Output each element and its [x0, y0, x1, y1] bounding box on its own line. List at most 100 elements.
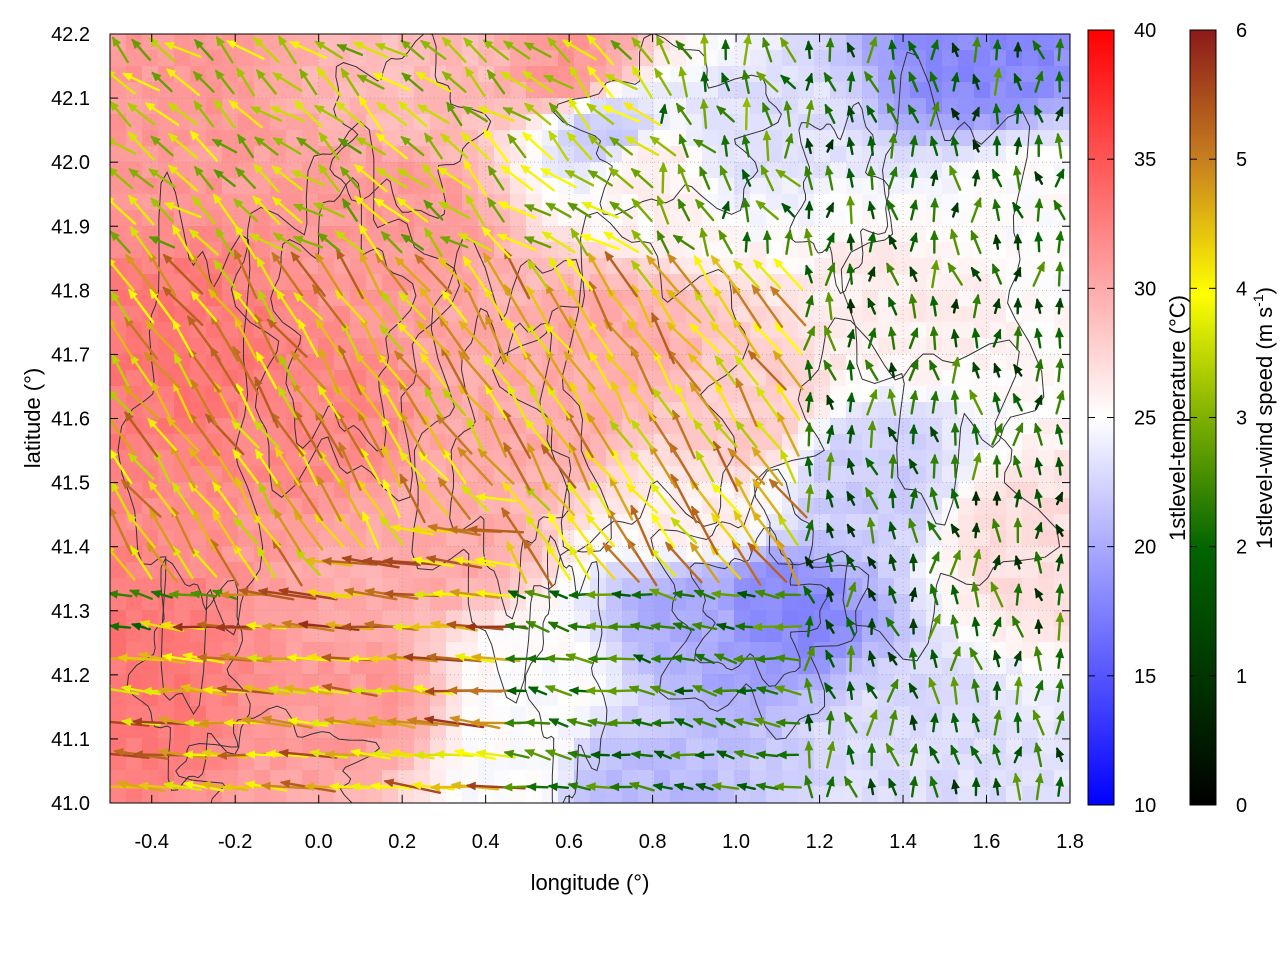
- heatmap-cell: [174, 434, 191, 451]
- heatmap-cell: [494, 546, 511, 563]
- heatmap-cell: [830, 146, 847, 163]
- heatmap-cell: [366, 210, 383, 227]
- heatmap-cell: [878, 530, 895, 547]
- heatmap-cell: [606, 770, 623, 787]
- heatmap-cell: [126, 82, 143, 99]
- heatmap-cell: [414, 562, 431, 579]
- heatmap-cell: [510, 34, 527, 51]
- heatmap-cell: [318, 210, 335, 227]
- heatmap-cell: [830, 322, 847, 339]
- heatmap-cell: [926, 418, 943, 435]
- heatmap-cell: [750, 402, 767, 419]
- heatmap-cell: [862, 146, 879, 163]
- heatmap-cell: [782, 370, 799, 387]
- heatmap-cell: [510, 770, 527, 787]
- heatmap-cell: [846, 178, 863, 195]
- heatmap-cell: [830, 178, 847, 195]
- heatmap-cell: [654, 370, 671, 387]
- x-tick-label: 1.0: [722, 831, 750, 853]
- heatmap-cell: [686, 210, 703, 227]
- heatmap-cell: [750, 130, 767, 147]
- heatmap-cell: [414, 370, 431, 387]
- heatmap-cell: [494, 562, 511, 579]
- heatmap-cell: [1022, 722, 1039, 739]
- heatmap-cell: [894, 66, 911, 83]
- heatmap-cell: [526, 338, 543, 355]
- heatmap-cell: [1006, 162, 1023, 179]
- heatmap-cell: [286, 162, 303, 179]
- heatmap-cell: [270, 50, 287, 67]
- heatmap-cell: [1022, 146, 1039, 163]
- heatmap-cell: [606, 274, 623, 291]
- heatmap-cell: [382, 530, 399, 547]
- heatmap-cell: [1038, 98, 1055, 115]
- heatmap-cell: [814, 306, 831, 323]
- heatmap-cell: [958, 290, 975, 307]
- heatmap-cell: [846, 210, 863, 227]
- heatmap-cell: [830, 194, 847, 211]
- heatmap-cell: [702, 450, 719, 467]
- heatmap-cell: [830, 594, 847, 611]
- heatmap-cell: [142, 434, 159, 451]
- heatmap-cell: [750, 178, 767, 195]
- heatmap-cell: [1038, 322, 1055, 339]
- heatmap-cell: [862, 626, 879, 643]
- heatmap-cell: [814, 514, 831, 531]
- heatmap-cell: [894, 386, 911, 403]
- heatmap-cell: [990, 722, 1007, 739]
- heatmap-cell: [462, 178, 479, 195]
- heatmap-cell: [638, 354, 655, 371]
- heatmap-cell: [686, 146, 703, 163]
- heatmap-cell: [670, 530, 687, 547]
- heatmap-cell: [910, 306, 927, 323]
- heatmap-cell: [190, 402, 207, 419]
- heatmap-cell: [622, 354, 639, 371]
- heatmap-cell: [574, 482, 591, 499]
- heatmap-cell: [894, 498, 911, 515]
- heatmap-cell: [494, 642, 511, 659]
- heatmap-cell: [1022, 242, 1039, 259]
- heatmap-cell: [142, 370, 159, 387]
- heatmap-cell: [782, 610, 799, 627]
- heatmap-cell: [110, 578, 127, 595]
- heatmap-cell: [814, 194, 831, 211]
- heatmap-cell: [766, 658, 783, 675]
- heatmap-cell: [334, 642, 351, 659]
- heatmap-cell: [302, 210, 319, 227]
- heatmap-cell: [1006, 626, 1023, 643]
- heatmap-cell: [222, 802, 239, 803]
- heatmap-cell: [222, 322, 239, 339]
- heatmap-cell: [910, 498, 927, 515]
- heatmap-cell: [862, 530, 879, 547]
- heatmap-cell: [798, 802, 815, 803]
- heatmap-cell: [1038, 418, 1055, 435]
- heatmap-cell: [270, 178, 287, 195]
- heatmap-cell: [110, 194, 127, 211]
- heatmap-cell: [654, 450, 671, 467]
- heatmap-cell: [574, 642, 591, 659]
- heatmap-cell: [158, 226, 175, 243]
- heatmap-cell: [494, 514, 511, 531]
- heatmap-cell: [174, 450, 191, 467]
- heatmap-cell: [1038, 738, 1055, 755]
- heatmap-cell: [958, 274, 975, 291]
- heatmap-cell: [142, 274, 159, 291]
- heatmap-cell: [1038, 306, 1055, 323]
- heatmap-cell: [254, 562, 271, 579]
- heatmap-cell: [638, 770, 655, 787]
- heatmap-cell: [750, 802, 767, 803]
- heatmap-cell: [526, 162, 543, 179]
- heatmap-cell: [382, 610, 399, 627]
- heatmap-cell: [958, 82, 975, 99]
- heatmap-cell: [238, 258, 255, 275]
- heatmap-cell: [462, 338, 479, 355]
- heatmap-cell: [638, 34, 655, 51]
- heatmap-cell: [1038, 146, 1055, 163]
- heatmap-cell: [158, 514, 175, 531]
- heatmap-cell: [766, 210, 783, 227]
- heatmap-cell: [350, 322, 367, 339]
- heatmap-cell: [798, 370, 815, 387]
- heatmap-cell: [702, 386, 719, 403]
- heatmap-cell: [814, 178, 831, 195]
- heatmap-cell: [814, 226, 831, 243]
